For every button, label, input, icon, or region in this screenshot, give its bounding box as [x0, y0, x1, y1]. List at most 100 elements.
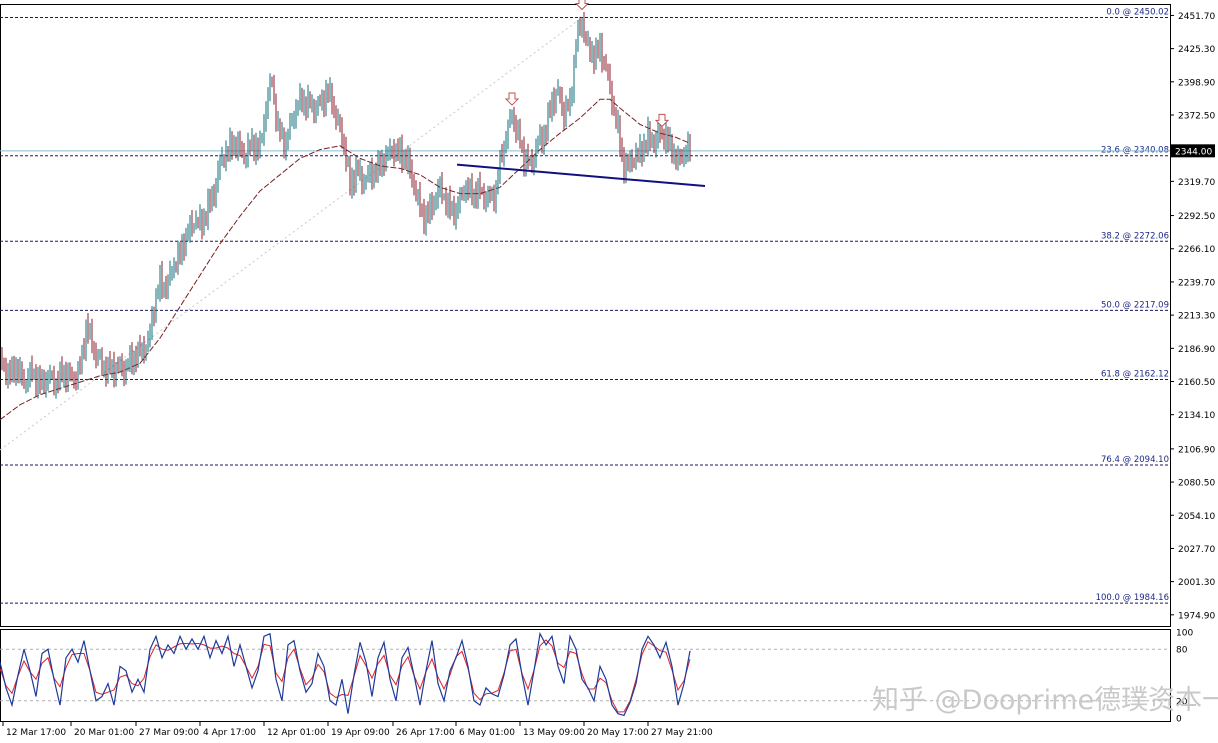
candle [83, 338, 85, 360]
candle [603, 55, 605, 71]
candle [55, 378, 57, 399]
candle-body [525, 153, 527, 167]
candle [193, 223, 195, 234]
candle [267, 87, 269, 119]
candle-body [55, 380, 57, 390]
price-tick-label: 2054.10 [1178, 512, 1215, 522]
candle-body [547, 109, 549, 138]
candle [141, 342, 143, 360]
candle [539, 124, 541, 146]
candle-body [363, 183, 365, 185]
candle [439, 176, 441, 198]
candle [297, 100, 299, 116]
price-tick-label: 2266.10 [1178, 245, 1215, 255]
candle [639, 133, 641, 163]
candle [355, 155, 357, 193]
candle-body [645, 143, 647, 147]
candle-body [301, 92, 303, 107]
candle-body [605, 63, 607, 69]
candle-body [279, 121, 281, 136]
candle [333, 96, 335, 119]
candle [613, 95, 615, 117]
candle [689, 134, 691, 162]
candle [477, 177, 479, 209]
candle [411, 159, 413, 188]
candle [489, 185, 491, 204]
candle [425, 205, 427, 236]
candle-body [27, 378, 29, 383]
candle-body [539, 133, 541, 141]
candle-body [51, 374, 53, 376]
candle-body [527, 153, 529, 163]
candle-body [447, 195, 449, 208]
candle-body [15, 365, 17, 380]
candle [121, 353, 123, 377]
candle-body [503, 143, 505, 158]
candle [349, 155, 351, 196]
candle-body [287, 134, 289, 142]
candle-body [393, 148, 395, 160]
candle [443, 193, 445, 201]
candle-body [461, 194, 463, 196]
candle-body [31, 365, 33, 377]
candle [165, 275, 167, 300]
candle-body [495, 185, 497, 204]
candle [341, 117, 343, 149]
candle-body [481, 192, 483, 194]
candle-body [593, 50, 595, 67]
candle-body [673, 153, 675, 159]
candle [249, 139, 251, 156]
candle [181, 234, 183, 265]
candle [127, 358, 129, 372]
candle-body [469, 183, 471, 191]
candle-body [169, 270, 171, 277]
candle [171, 265, 173, 281]
candle-body [215, 183, 217, 203]
candle [259, 130, 261, 159]
candle [657, 122, 659, 149]
candle-body [181, 241, 183, 256]
candle [607, 63, 609, 81]
candle [387, 146, 389, 162]
candle-body [275, 97, 277, 122]
candle-body [437, 187, 439, 200]
candle-body [489, 193, 491, 198]
candle-body [7, 368, 9, 380]
candle-body [589, 40, 591, 53]
stochastic-oscillator [0, 631, 1170, 717]
candle-body [529, 159, 531, 163]
candle-body [9, 368, 11, 375]
candle [91, 318, 93, 354]
fib-level-label: 38.2 @ 2272.06 [1101, 231, 1169, 241]
candle [437, 178, 439, 209]
price-tick-label: 2186.90 [1178, 345, 1215, 355]
candle [627, 153, 629, 172]
candle [147, 330, 149, 353]
time-tick-label: 12 Apr 01:00 [267, 728, 326, 738]
candle-body [531, 159, 533, 166]
candle-body [381, 158, 383, 168]
candle [497, 169, 499, 195]
candle-body [369, 166, 371, 175]
candle-body [299, 92, 301, 107]
candle [651, 132, 653, 148]
candle-body [13, 363, 15, 380]
candle [487, 185, 489, 208]
candle [155, 288, 157, 323]
candle [527, 143, 529, 170]
candle-body [351, 176, 353, 190]
candle-body [21, 366, 23, 379]
candle [27, 368, 29, 393]
candle-body [203, 217, 205, 231]
candle [421, 203, 423, 218]
candle [667, 126, 669, 153]
candle [579, 16, 581, 36]
candle-body [29, 365, 31, 379]
time-axis: 12 Mar 17:00 20 Mar 01:00 27 Mar 09:00 4 Ap… [2, 722, 713, 738]
candle-body [681, 157, 683, 161]
candle [279, 118, 281, 142]
candle-body [53, 375, 55, 390]
candle [409, 147, 411, 179]
candle [205, 210, 207, 227]
candle-body [205, 217, 207, 222]
